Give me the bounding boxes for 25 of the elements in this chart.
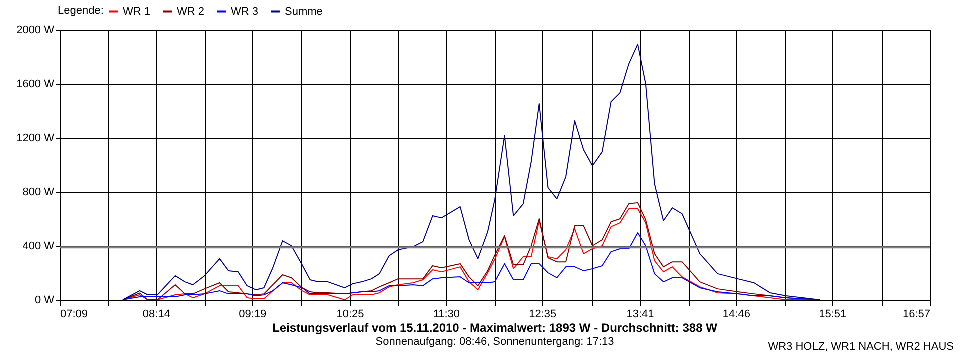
x-tick-label: 09:19 [239,308,267,320]
x-tick-label: 15:51 [819,308,847,320]
x-tick-label: 13:41 [626,308,654,320]
y-tick-label: 1600 W [16,78,56,90]
y-tick-label: 0 W [34,294,56,306]
y-tick-label: 1200 W [16,132,56,144]
legend-label: Summe [285,6,323,18]
x-tick-label: 07:09 [60,308,88,320]
legend-label: WR 1 [123,6,150,18]
line-series [122,44,820,300]
text: Sonnenaufgang: 08:46, Sonnenuntergang: 17:13 [376,336,614,348]
y-tick-label: 2000 W [16,24,56,36]
y-tick-label: 800 W [22,186,56,198]
x-tick-label: 16:57 [902,308,930,320]
x-tick-label: 08:14 [142,308,170,320]
legend-label: WR 3 [231,6,258,18]
x-tick-label: 10:25 [336,308,364,320]
legend-title: Legende: [58,5,104,17]
y-tick-label: 400 W [22,240,56,252]
legend-label: WR 2 [177,6,204,18]
x-tick-label: 12:35 [529,308,557,320]
text: WR3 HOLZ, WR1 NACH, WR2 HAUS [768,341,954,353]
x-tick-label: 14:46 [722,308,750,320]
text: Leistungsverlauf vom 15.11.2010 - Maximalwert: 1893 W - Durchschnitt: 388 W [272,321,718,335]
x-tick-label: 11:30 [433,308,460,320]
